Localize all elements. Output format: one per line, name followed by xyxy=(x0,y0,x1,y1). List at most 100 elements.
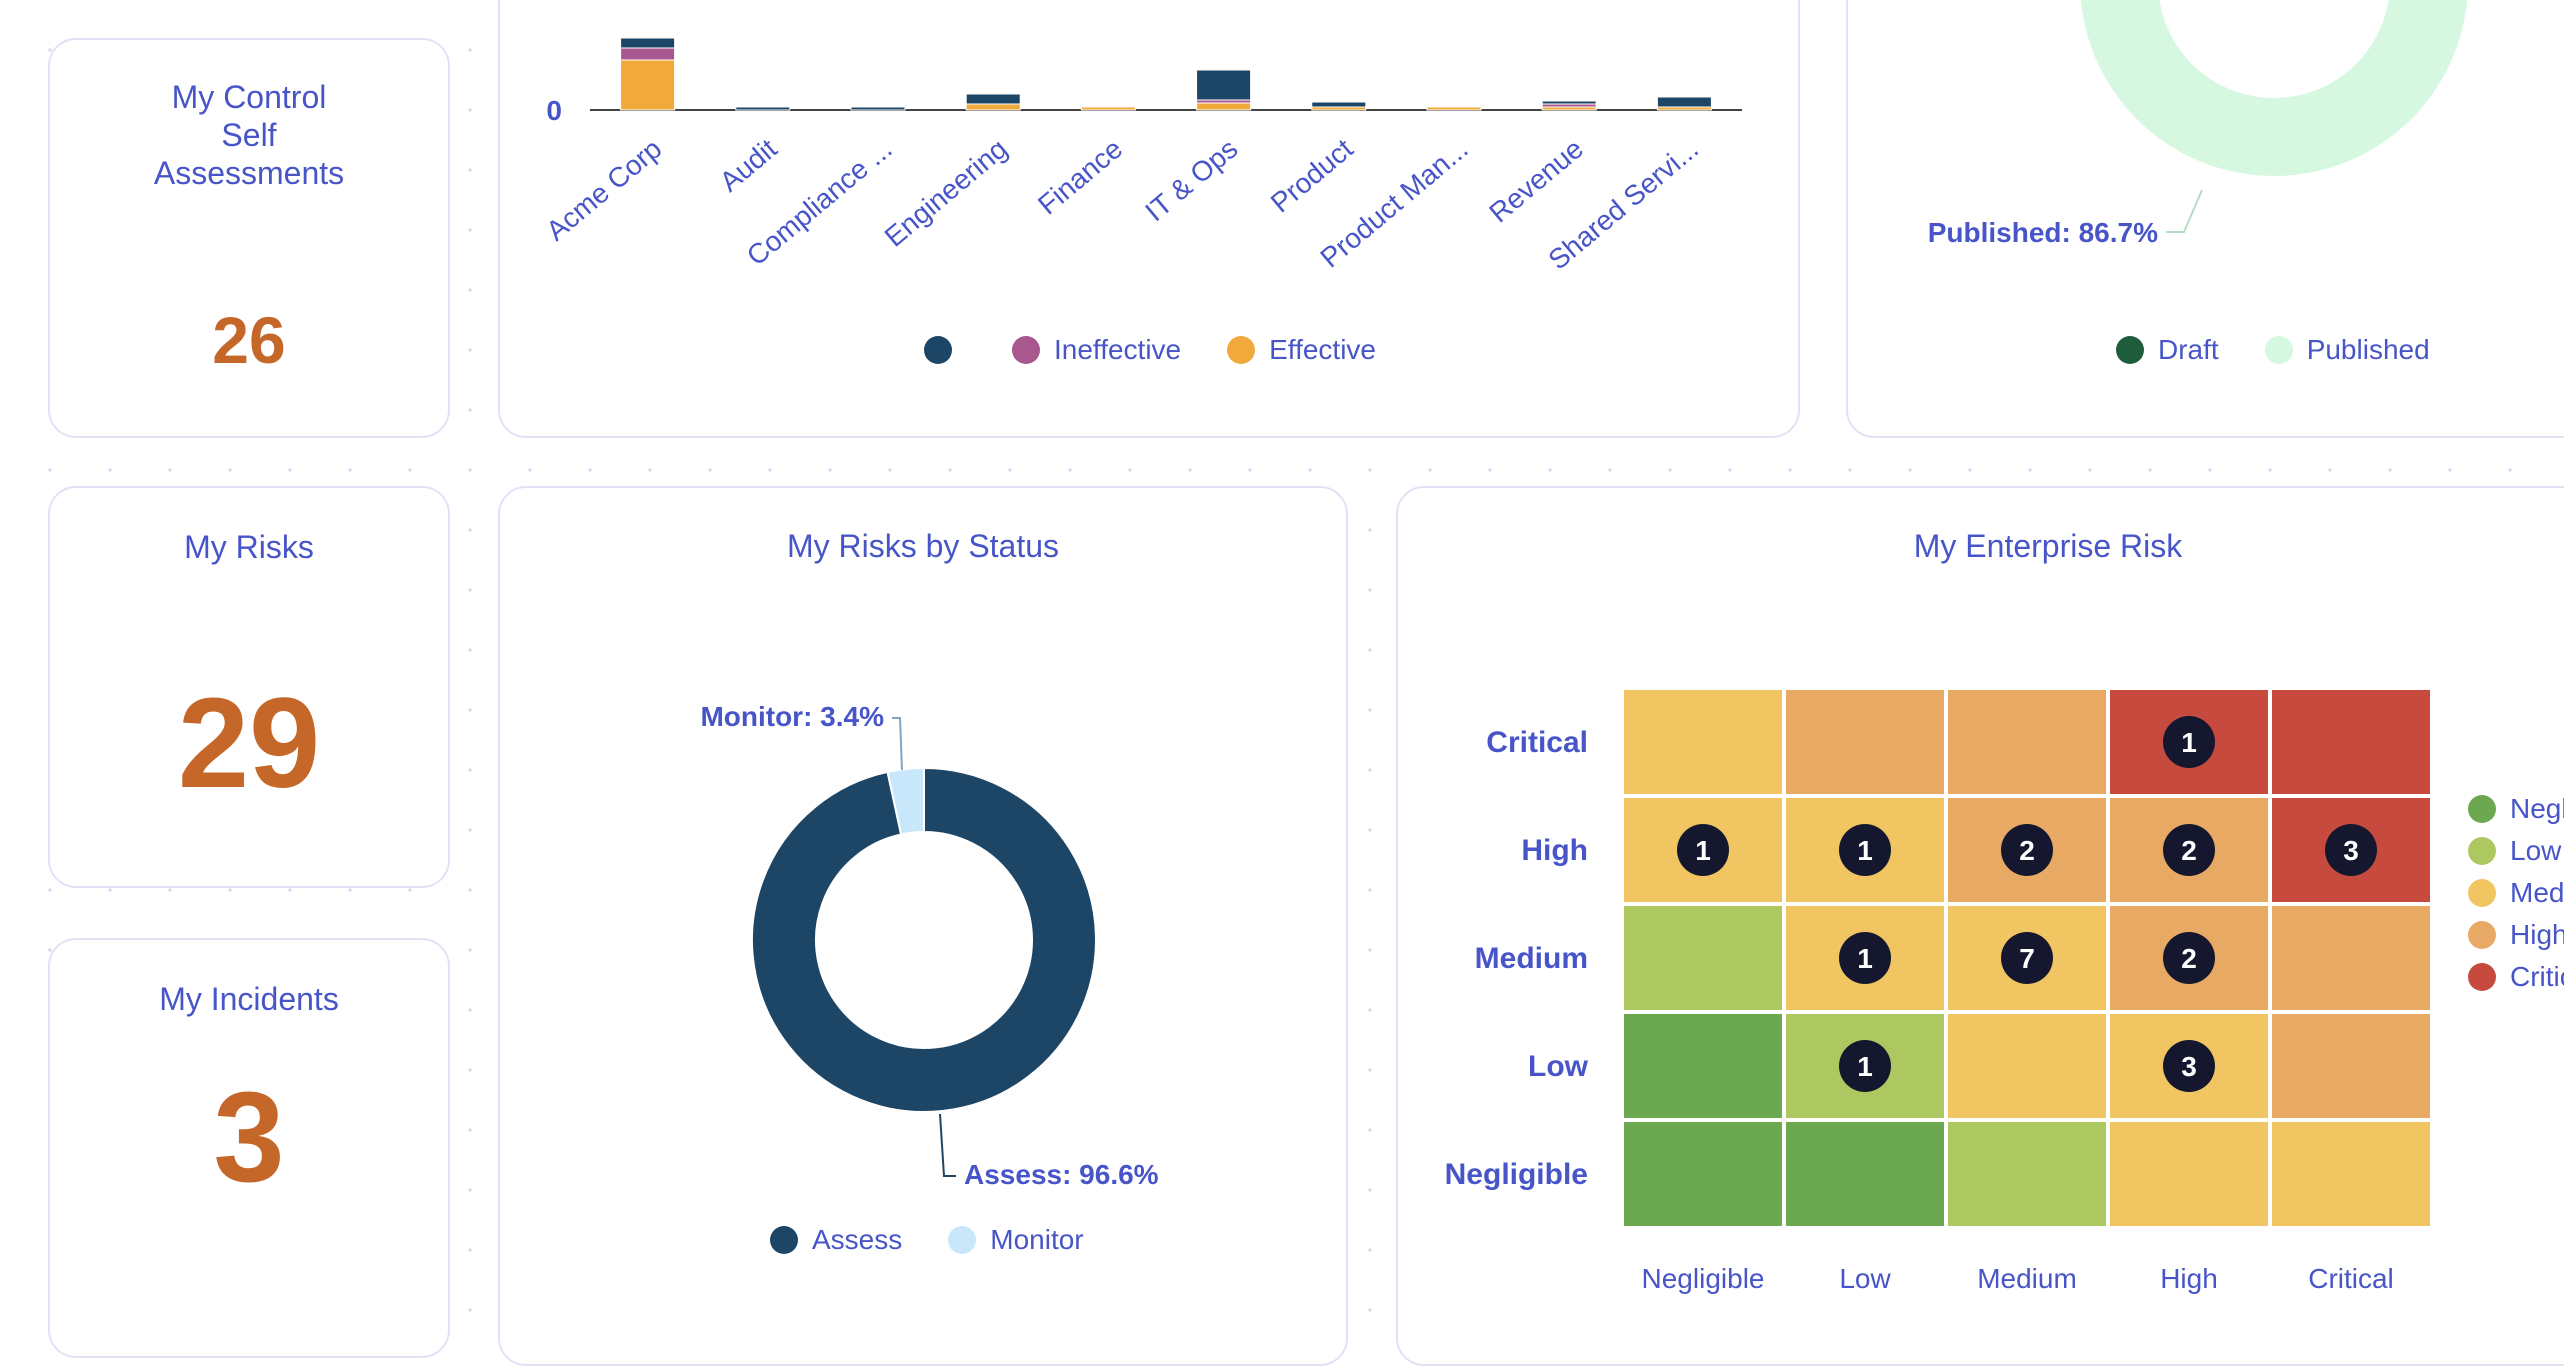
leader-line xyxy=(892,717,903,771)
legend-item-published[interactable]: Published xyxy=(2264,334,2430,366)
legend-label: Med xyxy=(2510,877,2564,908)
legend-label: Low xyxy=(2510,835,2562,866)
count-badge xyxy=(2001,824,2053,876)
donut-slice xyxy=(886,766,925,836)
kpi-card-control-self-assessments[interactable]: My Control Self Assessments 26 xyxy=(48,38,450,438)
control-effectiveness-chart-card: 0 Acme Corp Audit Compliance ... Engineering… xyxy=(498,0,1800,438)
legend-label: Negl xyxy=(2510,793,2564,824)
risks-by-status-card: My Risks by Status Monitor: 3.4% Assess: … xyxy=(498,486,1348,1366)
count-badge-label: 3 xyxy=(2181,1051,2197,1082)
legend-label: Effective xyxy=(1269,334,1376,365)
legend-item-monitor[interactable]: Monitor xyxy=(948,1224,1084,1256)
column-label: Low xyxy=(1839,1263,1891,1294)
kpi-card-risks[interactable]: My Risks 29 xyxy=(48,486,450,888)
legend-label: Monitor xyxy=(990,1224,1084,1255)
heatmap-cell xyxy=(1948,1122,2106,1226)
heatmap-cell xyxy=(1624,1122,1782,1226)
legend-dot xyxy=(2116,336,2144,364)
count-badge xyxy=(1677,824,1729,876)
bar-segment xyxy=(1426,106,1482,111)
count-badge-label: 1 xyxy=(1695,835,1711,866)
legend-dot xyxy=(770,1226,798,1254)
legend-item-low[interactable]: Low xyxy=(2468,830,2564,872)
data-label: Monitor: 3.4% xyxy=(700,701,884,732)
count-badge xyxy=(2325,824,2377,876)
y-tick-label: 0 xyxy=(546,95,562,126)
kpi-title-line: Assessments xyxy=(153,155,345,191)
publication-donut-chart: Published: 86.7% xyxy=(1928,0,2468,248)
legend-dot xyxy=(2468,795,2496,823)
legend-dot xyxy=(1227,336,1256,364)
legend-label: Published xyxy=(2306,334,2430,365)
kpi-value: 3 xyxy=(213,1066,285,1209)
legend-item-high[interactable]: High xyxy=(2468,914,2564,956)
data-label: Assess: 96.6% xyxy=(964,1159,1159,1190)
enterprise-risk-card: My Enterprise Risk Critical 1 High 1 1 2 2 3 Med… xyxy=(1396,486,2564,1366)
kpi-value: 26 xyxy=(212,303,286,377)
count-badge-label: 1 xyxy=(1857,1051,1873,1082)
card-title: My Enterprise Risk xyxy=(1913,528,2183,564)
x-tick-label: Acme Corp xyxy=(540,133,667,247)
count-badge xyxy=(1839,932,1891,984)
count-badge xyxy=(2163,716,2215,768)
legend-dot xyxy=(2468,921,2496,949)
bar-segment xyxy=(620,59,676,111)
legend-item-critical[interactable]: Critic xyxy=(2468,956,2564,998)
heatmap-cell xyxy=(1786,690,1944,794)
row-label: Negligible xyxy=(1445,1158,1588,1191)
legend-item-negligible[interactable]: Negl xyxy=(2468,788,2564,830)
x-tick-label: Engineering xyxy=(879,133,1013,253)
count-badge-label: 7 xyxy=(2019,943,2035,974)
legend-dot xyxy=(948,1226,977,1254)
bar-segment xyxy=(965,103,1021,111)
donut-slice xyxy=(2080,0,2468,177)
count-badge-label: 1 xyxy=(2181,727,2197,758)
heatmap-cell xyxy=(2272,1122,2430,1226)
legend-item-assess[interactable]: Assess xyxy=(770,1224,902,1256)
row-label: Critical xyxy=(1486,726,1588,759)
legend-label: Draft xyxy=(2158,334,2219,365)
bar-chart-legend: Ineffective Effective xyxy=(924,334,1422,366)
bar-segment xyxy=(1080,106,1136,111)
count-badge xyxy=(2163,932,2215,984)
risks-status-legend: Assess Monitor xyxy=(770,1224,1130,1256)
heatmap-cell xyxy=(1624,690,1782,794)
heatmap-cell xyxy=(1624,1014,1782,1118)
kpi-card-incidents[interactable]: My Incidents 3 xyxy=(48,938,450,1358)
publication-legend: Draft Published xyxy=(2116,334,2476,366)
legend-label: Ineffective xyxy=(1054,334,1182,365)
legend-label: Critic xyxy=(2510,961,2564,992)
kpi-title: My Incidents xyxy=(159,981,339,1017)
legend-dot xyxy=(2264,336,2293,364)
card-title: My Risks by Status xyxy=(786,528,1060,564)
bar-segment xyxy=(850,106,906,111)
heatmap-cell xyxy=(2272,1014,2430,1118)
legend-item-unnamed[interactable] xyxy=(924,336,966,364)
count-badge xyxy=(2163,1040,2215,1092)
legend-item-medium[interactable]: Med xyxy=(2468,872,2564,914)
column-label: High xyxy=(2160,1263,2218,1294)
x-tick-label: Audit xyxy=(714,133,783,198)
count-badge-label: 1 xyxy=(1857,943,1873,974)
bar-segment xyxy=(1196,102,1252,111)
x-tick-label: Product xyxy=(1265,133,1359,219)
row-label: Medium xyxy=(1475,942,1588,975)
count-badge xyxy=(1839,824,1891,876)
legend-dot xyxy=(924,336,952,364)
risks-status-donut-chart: Monitor: 3.4% Assess: 96.6% xyxy=(700,701,1159,1190)
legend-dot xyxy=(1012,336,1040,364)
leader-line xyxy=(2166,189,2203,233)
heatmap-cell xyxy=(1786,1122,1944,1226)
x-tick-label: Revenue xyxy=(1483,133,1589,229)
count-badge-label: 1 xyxy=(1857,835,1873,866)
legend-item-draft[interactable]: Draft xyxy=(2116,334,2219,366)
legend-item-effective[interactable]: Effective xyxy=(1227,334,1376,366)
heatmap-cell xyxy=(2272,690,2430,794)
heatmap-cell xyxy=(2272,906,2430,1010)
count-badge-label: 2 xyxy=(2181,835,2197,866)
legend-item-ineffective[interactable]: Ineffective xyxy=(1012,334,1181,366)
bar-segment xyxy=(735,106,791,111)
row-label: Low xyxy=(1528,1050,1589,1083)
count-badge-label: 2 xyxy=(2019,835,2035,866)
